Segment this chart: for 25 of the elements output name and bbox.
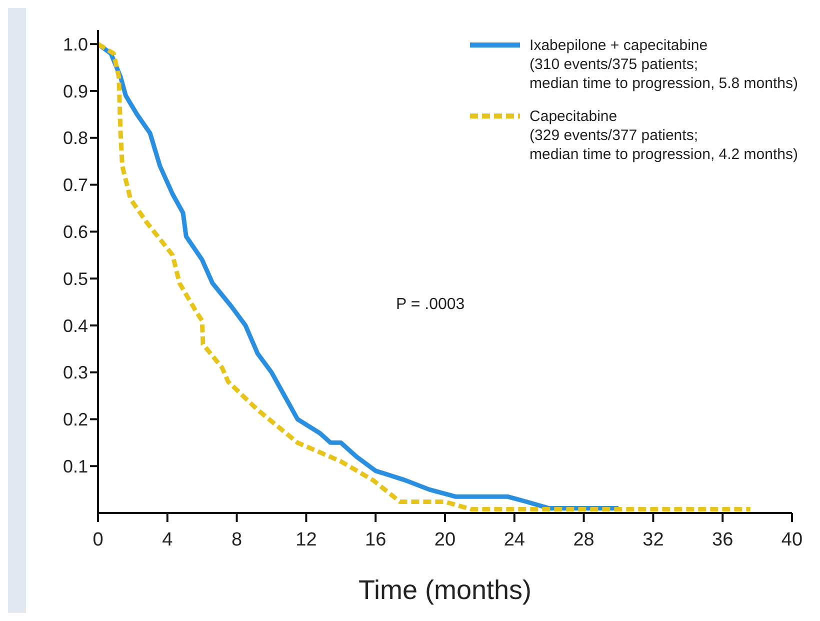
x-tick-label: 20 [434,529,456,550]
y-tick-label: 0.4 [62,316,88,336]
x-tick-label: 8 [232,529,242,550]
y-tick-label: 0.8 [62,128,88,148]
x-axis-title: Time (months) [358,575,532,605]
y-tick-label: 1.0 [62,34,88,54]
x-tick-label: 0 [92,529,104,550]
legend-label: Capecitabine (329 events/377 patients; median time to progression, 4.2 months) [530,107,798,164]
legend-label: Ixabepilone + capecitabine (310 events/375 patients; median time to progression, 5.8 months) [530,36,798,93]
y-tick-label: 0.1 [62,456,88,476]
y-tick-label: 0.9 [62,81,88,102]
y-tick-label: 0.7 [62,175,88,196]
y-tick-label: 0.2 [62,410,88,430]
x-tick-label: 36 [712,529,734,550]
y-tick-label: 0.6 [62,222,88,242]
x-tick-label: 12 [296,529,317,550]
x-tick-label: 16 [365,529,386,550]
x-tick-label: 32 [642,529,664,550]
x-tick-label: 24 [504,529,526,550]
y-tick-label: 0.3 [62,362,88,383]
y-tick-label: 0.5 [62,268,88,289]
x-tick-label: 28 [573,529,594,550]
x-tick-label: 40 [781,529,803,550]
x-tick-label: 4 [162,529,174,550]
annotation: P = .0003 [396,296,465,314]
